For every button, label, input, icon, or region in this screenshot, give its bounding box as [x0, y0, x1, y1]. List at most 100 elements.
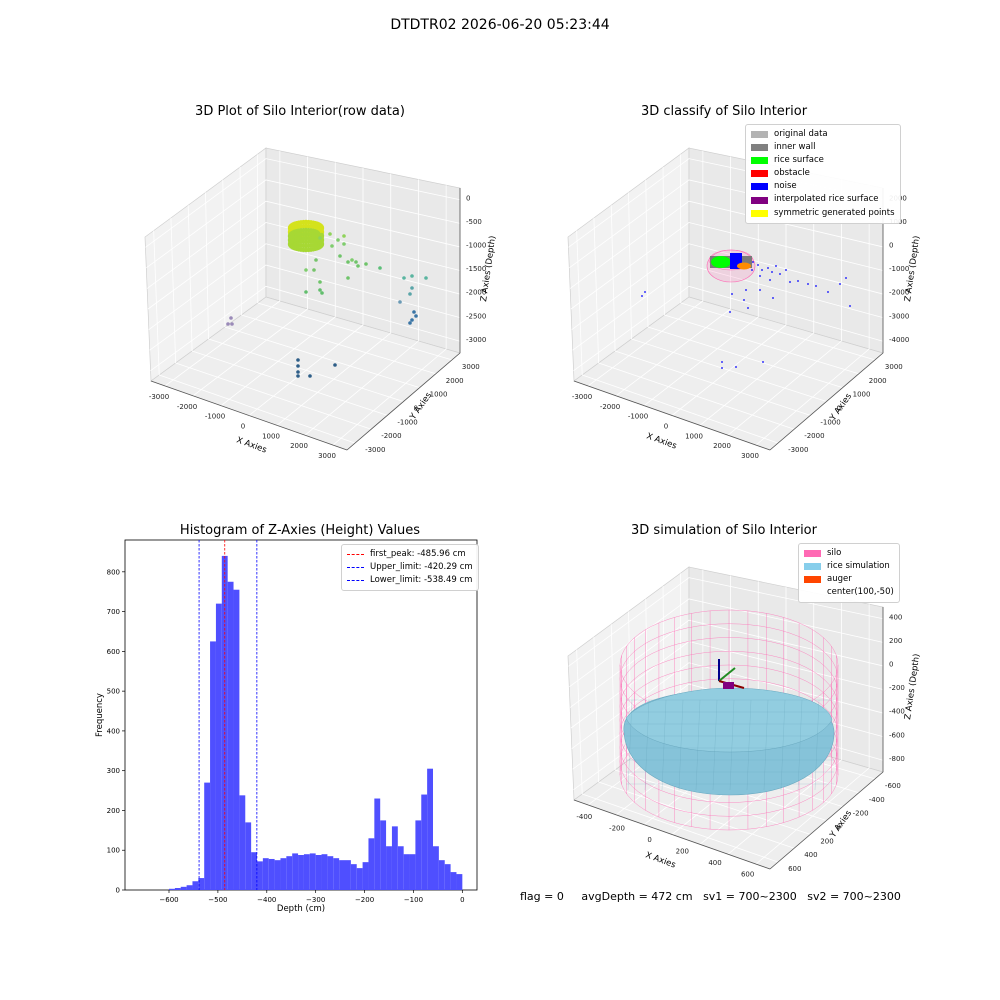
histogram-ticks: −600 −500 −400 −300 −200 −100 0 0 100 200 300 400 50… [107, 568, 465, 904]
y-tick-label: 600 [788, 865, 801, 873]
noise-point [785, 269, 787, 271]
x-tick-label: 3000 [741, 452, 759, 460]
scatter-point [346, 276, 350, 280]
grid-line [570, 222, 884, 310]
noise-point [779, 273, 781, 275]
auger-axis-y [718, 667, 736, 682]
y-axis-line [346, 352, 461, 451]
noise-point [759, 289, 761, 291]
histogram-bar [292, 853, 299, 890]
grid-line [727, 340, 842, 436]
y-tick-label: 0 [837, 824, 841, 832]
grid-line [257, 302, 453, 361]
grid-line [146, 179, 461, 269]
x-axis-line [573, 799, 771, 870]
histogram-bar [180, 886, 187, 890]
scatter-point [230, 322, 234, 326]
noise-point [772, 297, 774, 299]
histogram-bar [303, 854, 310, 890]
y-tick-label: 3000 [462, 363, 480, 371]
z-tick-label: -600 [889, 731, 905, 739]
histogram-bar [433, 846, 439, 890]
histogram-bar [444, 864, 451, 890]
legend-swatch [751, 196, 768, 204]
x-tick-label: -400 [576, 813, 592, 821]
rice-mesh [780, 699, 786, 791]
y-tick-label: -1000 [820, 418, 840, 426]
z-tick-label: -2500 [466, 312, 486, 320]
histogram-bar [233, 589, 240, 890]
legend-label: auger [827, 574, 852, 585]
grid-line [241, 314, 436, 375]
histogram-bar [391, 826, 398, 890]
noise-point [769, 279, 771, 281]
noise-point [767, 267, 769, 269]
x-tick-label: 2000 [713, 442, 731, 450]
noise-point [735, 366, 737, 368]
x-axis-line [150, 380, 348, 451]
scatter-point [229, 316, 233, 320]
z-tick-label: -3000 [466, 336, 486, 344]
y-tick-label: 600 [107, 648, 120, 656]
noise-point [743, 299, 745, 301]
noise-point [762, 361, 764, 363]
auger-model [718, 659, 745, 689]
scatter-point [378, 266, 382, 270]
legend-swatch [804, 576, 821, 584]
noise-point [747, 307, 749, 309]
histogram-bar [286, 856, 293, 890]
histogram-bar [321, 854, 328, 890]
noise-point [757, 264, 759, 266]
noise-point [759, 275, 761, 277]
scatter-point [346, 260, 350, 264]
noise-point [797, 280, 799, 282]
z-tick-label: -2000 [466, 289, 486, 297]
noise-point [849, 305, 851, 307]
rice-surface [711, 256, 731, 268]
status-footer: flag = 0 avgDepth = 472 cm sv1 = 700~230… [520, 890, 901, 903]
y-tick-label: -2000 [381, 432, 401, 440]
z-tick-label: 400 [889, 613, 902, 621]
classify-plot-title: 3D classify of Silo Interior [640, 104, 808, 119]
scatter-point [410, 274, 414, 278]
scatter-point [320, 291, 324, 295]
y-tick-label: 500 [107, 688, 120, 696]
x-tick-label: 0 [460, 896, 464, 904]
grid-line [224, 326, 420, 389]
rice-simulation-surface [623, 687, 835, 796]
x-tick-label: -3000 [149, 393, 169, 401]
grid-line [150, 285, 461, 372]
noise-point [761, 269, 763, 271]
rice-mesh [746, 699, 752, 791]
histogram-bar [374, 798, 381, 890]
legend-label: rice simulation [827, 561, 890, 572]
legend-swatch [751, 131, 768, 139]
z-tick-label: -400 [889, 708, 905, 716]
histogram-bar [239, 795, 246, 890]
legend-item-interpolated-rice-surface: interpolated rice surface [751, 193, 895, 206]
legend-swatch [751, 183, 768, 191]
y-tick-label: -600 [885, 782, 901, 790]
legend-item-upper-limit: Upper_limit: -420.29 cm [347, 561, 473, 574]
legend-label: silo [827, 548, 842, 558]
scatter-point [408, 292, 412, 296]
y-tick-label: 200 [820, 837, 833, 845]
scatter-point [319, 228, 325, 234]
scatter-point [308, 374, 312, 378]
legend-item-center: center(100,-50) [804, 586, 894, 599]
histogram-bars [169, 555, 463, 890]
grid-line [222, 179, 226, 328]
noise-point [789, 281, 791, 283]
grid-line [149, 264, 461, 351]
noise-point [845, 277, 847, 279]
histogram-bar [450, 872, 457, 890]
silo-outline [708, 249, 754, 271]
noise-point [752, 261, 754, 263]
legend-swatch [751, 157, 768, 165]
histogram-bar [368, 838, 375, 890]
legend-swatch [804, 563, 821, 571]
histogram-bar [356, 868, 363, 890]
grid-line [145, 158, 461, 248]
